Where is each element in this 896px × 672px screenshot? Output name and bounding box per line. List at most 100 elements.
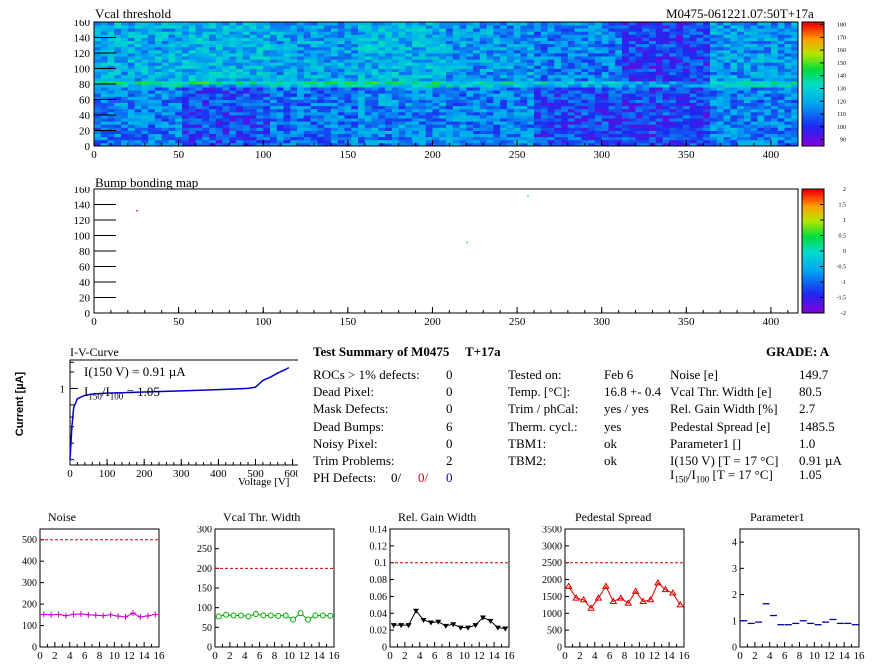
data-point — [420, 618, 427, 624]
x-tick-label: 150 — [340, 316, 357, 328]
data-point — [457, 625, 464, 631]
scale-tick-label: 130 — [837, 86, 846, 92]
defect-label: Noisy Pixel: — [313, 435, 378, 451]
y-tick-label: 1 — [732, 616, 737, 627]
y-tick-label: 300 — [22, 578, 37, 589]
plot-frame — [214, 528, 335, 648]
data-point — [502, 626, 509, 632]
data-point — [442, 623, 449, 629]
y-tick-label: 300 — [197, 526, 212, 536]
bump-defect-point — [466, 241, 468, 244]
iv-frame — [69, 359, 298, 466]
iv-x-tick: 200 — [136, 468, 153, 480]
data-point — [654, 578, 662, 586]
y-tick-label: 2 — [732, 590, 737, 601]
ratio-value: 1.05 — [799, 467, 822, 482]
scale-tick-label: 100 — [837, 125, 846, 131]
bump-map-cells — [136, 195, 529, 244]
x-tick-label: 4 — [592, 650, 598, 662]
bump-map: 0 50 100 150 200 250 300 350 4000204060801001201… — [74, 187, 847, 328]
data-point — [413, 608, 420, 614]
condition-value: Feb 6 — [604, 367, 634, 382]
data-point — [624, 599, 633, 606]
x-tick-label: 12 — [474, 650, 485, 662]
scale-tick-label: 1.5 — [839, 203, 847, 209]
y-tick-label: 200 — [197, 564, 212, 575]
x-tick-label: 2 — [402, 650, 408, 662]
x-tick-label: 10 — [459, 650, 471, 662]
condition-value: ok — [604, 435, 617, 451]
data-point — [137, 613, 144, 620]
condition-value: ok — [604, 453, 617, 468]
data-point — [85, 611, 92, 618]
y-tick-label: 500 — [547, 626, 562, 637]
x-tick-label: 14 — [489, 650, 501, 662]
y-tick-label: 0.06 — [370, 592, 388, 603]
data-point — [304, 616, 311, 623]
parameter-label: Pedestal Spread [e] — [670, 418, 771, 434]
x-tick-label: 2 — [227, 650, 233, 662]
data-point — [238, 612, 245, 619]
y-tick-label: 250 — [197, 544, 212, 555]
ratio-label: I150/I100 [T = 17 °C] — [670, 467, 773, 485]
data-point — [587, 604, 595, 611]
x-tick-label: 16 — [329, 650, 341, 662]
series-line — [393, 609, 506, 629]
data-point — [129, 610, 136, 617]
iv-axes: 0 100 200 300 400 500 600 1 — [60, 361, 298, 480]
iv-chart: 0 100 200 300 400 500 600 1 — [60, 359, 298, 480]
x-tick-label: 4 — [67, 650, 73, 662]
x-tick-label: 10 — [109, 650, 121, 662]
plot-frame — [389, 528, 510, 648]
y-tick-label: 160 — [74, 187, 91, 196]
data-point — [327, 612, 334, 619]
vcal-map-title: Vcal threshold — [95, 6, 172, 21]
x-tick-label: 8 — [447, 650, 453, 662]
y-tick-label: 2500 — [542, 558, 562, 569]
data-point — [450, 622, 457, 628]
defect-label: Trim Problems: — [313, 453, 395, 468]
x-tick-label: 14 — [664, 650, 676, 662]
data-point — [494, 625, 501, 631]
y-tick-label: 20 — [79, 126, 91, 138]
data-point — [319, 612, 326, 619]
y-tick-label: 0 — [557, 643, 562, 654]
data-point — [609, 597, 618, 604]
defect-value: 2 — [446, 453, 453, 468]
data-point — [144, 612, 151, 619]
data-point — [479, 615, 486, 621]
data-point — [290, 616, 297, 623]
data-point — [631, 587, 640, 594]
x-tick-label: 350 — [678, 316, 695, 328]
x-tick-label: 12 — [124, 650, 135, 662]
iv-series-line — [69, 366, 290, 460]
data-point — [152, 611, 159, 618]
y-tick-label: 80 — [79, 246, 91, 258]
x-tick-label: 0 — [91, 149, 97, 161]
iv-xlabel: Voltage [V] — [238, 476, 290, 488]
ph-defects-a: 0/ — [391, 470, 402, 485]
data-point — [297, 610, 304, 617]
x-tick-label: 400 — [763, 316, 780, 328]
ph-defects-c: 0 — [446, 470, 453, 485]
x-tick-label: 6 — [82, 650, 88, 662]
condition-value: 16.8 +- 0.4 — [604, 384, 662, 400]
x-tick-label: 8 — [272, 650, 278, 662]
data-point — [564, 582, 573, 589]
bump-color-scale: -2 -1.5 -1 -0.5 0 0.5 1 1.5 2 — [801, 187, 847, 317]
x-tick-label: 10 — [809, 650, 821, 662]
data-point — [616, 594, 625, 601]
y-tick-label: 0.12 — [370, 541, 388, 552]
x-tick-label: 6 — [257, 650, 263, 662]
x-tick-label: 250 — [509, 316, 526, 328]
y-tick-label: 140 — [74, 33, 91, 45]
y-tick-label: 0.08 — [370, 575, 388, 586]
data-point — [107, 611, 114, 618]
x-tick-label: 100 — [255, 149, 272, 161]
y-tick-label: 500 — [22, 535, 37, 546]
scale-tick-label: -1 — [841, 280, 846, 286]
y-tick-label: 0 — [382, 643, 387, 654]
grade-label: GRADE: A — [766, 344, 830, 359]
